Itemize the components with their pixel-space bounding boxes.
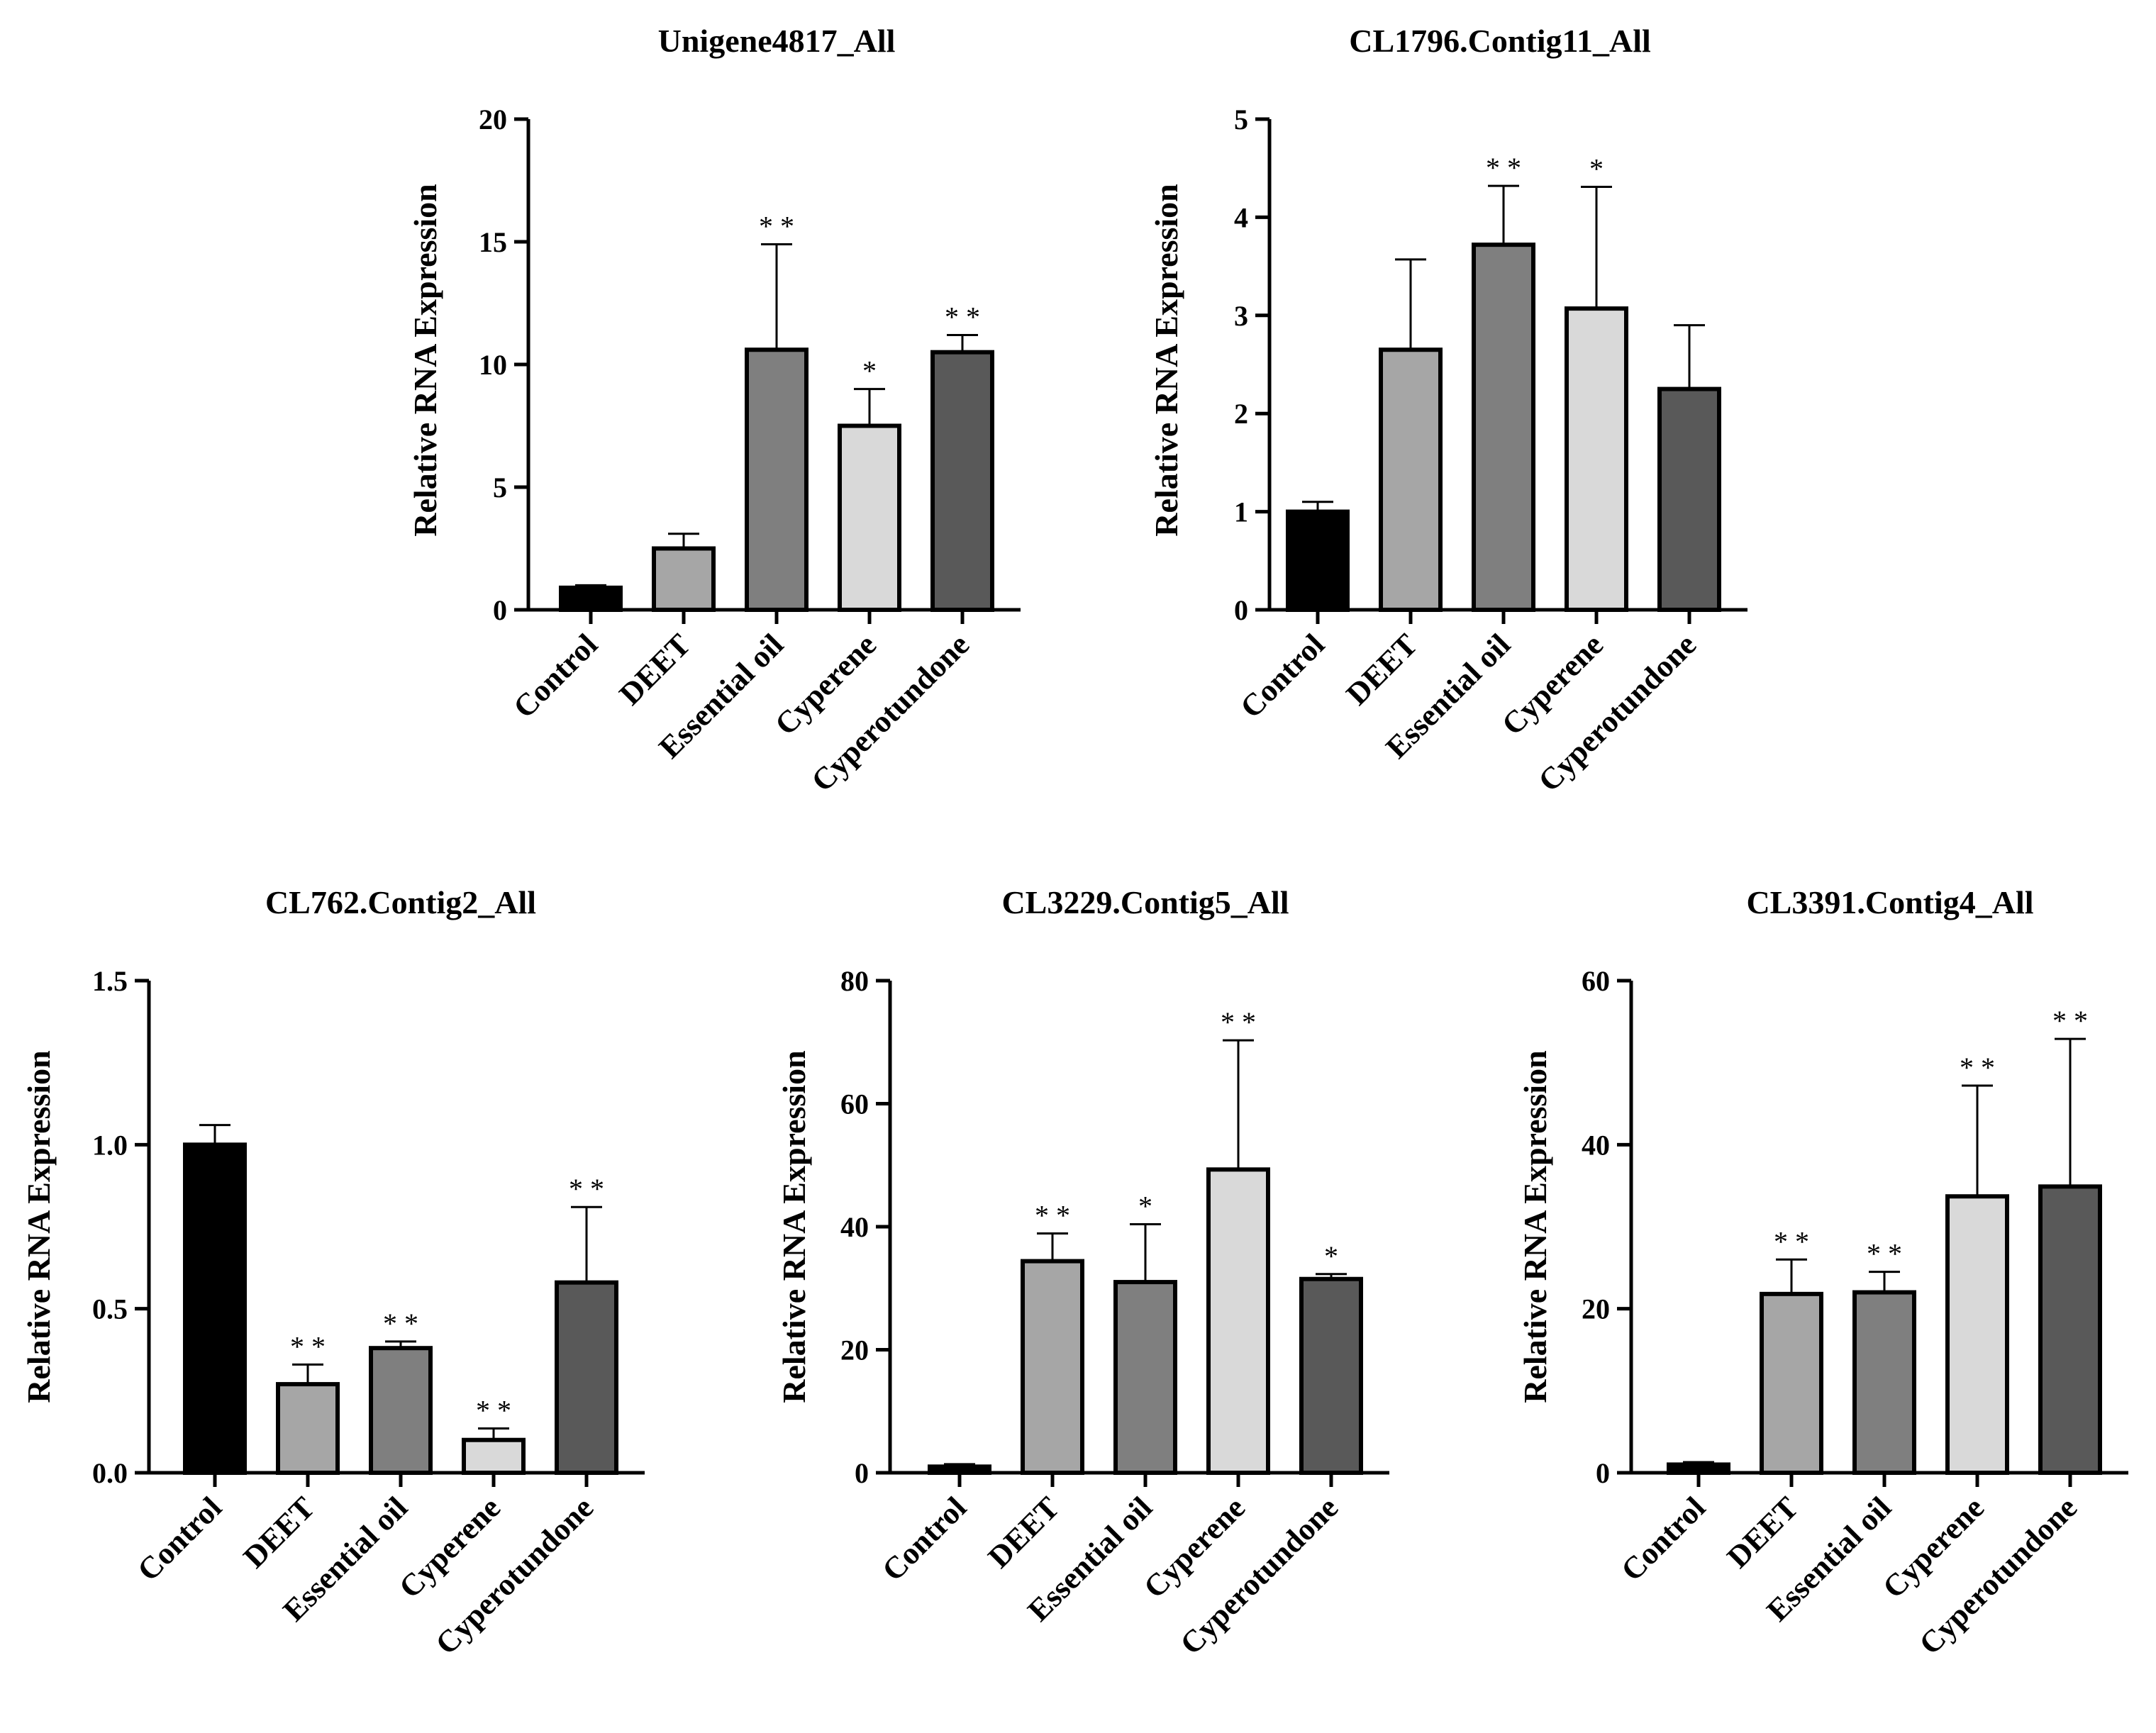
x-category-label: DEET bbox=[1340, 627, 1424, 711]
y-tick-label: 0.0 bbox=[92, 1457, 128, 1489]
y-tick-label: 80 bbox=[840, 965, 869, 997]
chart-panel-cl3391-contig4: CL3391.Contig4_All Relative RNA Expressi… bbox=[1517, 884, 2128, 1661]
bar-cyperotundone bbox=[555, 1280, 618, 1475]
y-tick-label: 2 bbox=[1234, 398, 1248, 430]
y-tick-label: 60 bbox=[840, 1088, 869, 1120]
y-tick-label: 0 bbox=[1596, 1457, 1610, 1489]
y-axis-label: Relative RNA Expression bbox=[776, 1050, 812, 1403]
y-tick-label: 15 bbox=[479, 226, 507, 258]
significance-marker: * * bbox=[1867, 1238, 1902, 1270]
bar-cyperotundone bbox=[1657, 386, 1721, 612]
y-tick-label: 0 bbox=[855, 1457, 869, 1489]
significance-marker: * * bbox=[759, 210, 794, 242]
x-category-label: Cyperotundone bbox=[805, 627, 977, 798]
significance-marker: * bbox=[862, 355, 877, 387]
significance-marker: * * bbox=[569, 1173, 604, 1205]
x-category-label: DEET bbox=[1721, 1490, 1805, 1574]
bar-control bbox=[1286, 509, 1350, 612]
bar-essential-oil bbox=[1113, 1280, 1177, 1475]
bar-essential-oil bbox=[745, 347, 808, 612]
bar-deet bbox=[1760, 1291, 1823, 1476]
y-tick-label: 5 bbox=[1234, 104, 1248, 135]
significance-marker: * * bbox=[1486, 152, 1521, 184]
bar-cyperene bbox=[462, 1437, 526, 1475]
chart-title: CL1796.Contig11_All bbox=[1349, 23, 1651, 59]
bar-deet bbox=[276, 1382, 340, 1475]
bar-essential-oil bbox=[369, 1346, 433, 1475]
y-axis-label: Relative RNA Expression bbox=[1517, 1050, 1553, 1403]
significance-marker: * * bbox=[1960, 1052, 1995, 1083]
y-tick-label: 1.5 bbox=[92, 965, 128, 997]
bar-deet bbox=[652, 546, 716, 612]
bar-deet bbox=[1021, 1259, 1084, 1475]
bar-cyperotundone bbox=[930, 350, 994, 612]
x-category-label: Cyperotundone bbox=[1913, 1490, 2084, 1661]
x-category-label: Cyperotundone bbox=[1174, 1490, 1345, 1661]
y-tick-label: 20 bbox=[1582, 1293, 1610, 1325]
chart-panel-cl762-contig2: CL762.Contig2_All Relative RNA Expressio… bbox=[21, 884, 645, 1661]
bar-essential-oil bbox=[1852, 1290, 1916, 1475]
bar-control bbox=[183, 1142, 247, 1476]
significance-marker: * bbox=[1324, 1240, 1338, 1272]
y-tick-label: 60 bbox=[1582, 965, 1610, 997]
bar-control bbox=[559, 585, 623, 612]
chart-panel-cl3229-contig5: CL3229.Contig5_All Relative RNA Expressi… bbox=[776, 884, 1389, 1661]
bar-control bbox=[1667, 1462, 1730, 1476]
significance-marker: * * bbox=[290, 1330, 326, 1362]
significance-marker: * bbox=[1138, 1191, 1152, 1222]
x-category-label: Cyperotundone bbox=[1532, 627, 1704, 798]
significance-marker: * * bbox=[383, 1308, 418, 1339]
x-category-label: Control bbox=[875, 1490, 973, 1588]
y-axis-label: Relative RNA Expression bbox=[21, 1050, 57, 1403]
y-tick-label: 40 bbox=[840, 1211, 869, 1243]
y-tick-label: 4 bbox=[1234, 201, 1248, 233]
chart-panel-cl1796-contig11: CL1796.Contig11_All Relative RNA Express… bbox=[1148, 23, 1747, 798]
bar-cyperene bbox=[838, 423, 901, 612]
chart-title: Unigene4817_All bbox=[658, 23, 896, 59]
y-axis-label: Relative RNA Expression bbox=[1148, 184, 1184, 537]
x-category-label: DEET bbox=[237, 1490, 321, 1574]
y-tick-label: 3 bbox=[1234, 300, 1248, 332]
y-tick-label: 20 bbox=[479, 104, 507, 135]
y-tick-label: 40 bbox=[1582, 1129, 1610, 1161]
x-category-label: Cyperotundone bbox=[429, 1490, 601, 1661]
x-category-label: DEET bbox=[982, 1490, 1066, 1574]
y-tick-label: 1 bbox=[1234, 496, 1248, 528]
chart-title: CL3229.Contig5_All bbox=[1001, 884, 1289, 920]
y-tick-label: 0 bbox=[1234, 594, 1248, 626]
bar-cyperene bbox=[1565, 306, 1628, 612]
chart-title: CL3391.Contig4_All bbox=[1746, 884, 2033, 920]
significance-marker: * * bbox=[476, 1395, 511, 1427]
bar-deet bbox=[1379, 347, 1443, 612]
bar-cyperene bbox=[1945, 1194, 2009, 1476]
chart-panel-unigene4817: Unigene4817_All Relative RNA Expression … bbox=[407, 23, 1021, 798]
x-category-label: DEET bbox=[613, 627, 697, 711]
y-tick-label: 1.0 bbox=[92, 1129, 128, 1161]
bar-cyperene bbox=[1206, 1167, 1270, 1475]
bar-control bbox=[928, 1464, 991, 1475]
significance-marker: * bbox=[1589, 152, 1604, 184]
y-tick-label: 0.5 bbox=[92, 1293, 128, 1325]
chart-title: CL762.Contig2_All bbox=[265, 884, 536, 920]
significance-marker: * * bbox=[1035, 1200, 1070, 1232]
x-category-label: Control bbox=[1614, 1490, 1712, 1588]
x-category-label: Control bbox=[1233, 627, 1331, 725]
x-category-label: Control bbox=[506, 627, 604, 725]
significance-marker: * * bbox=[1774, 1225, 1809, 1257]
y-tick-label: 5 bbox=[493, 472, 507, 503]
bar-cyperotundone bbox=[1299, 1276, 1363, 1476]
x-category-label: Control bbox=[130, 1490, 228, 1588]
y-tick-label: 10 bbox=[479, 349, 507, 381]
significance-marker: * * bbox=[1221, 1006, 1256, 1038]
bar-cyperotundone bbox=[2038, 1184, 2102, 1476]
y-tick-label: 20 bbox=[840, 1334, 869, 1366]
y-axis-label: Relative RNA Expression bbox=[407, 184, 443, 537]
significance-marker: * * bbox=[945, 301, 980, 333]
bar-essential-oil bbox=[1472, 243, 1535, 613]
significance-marker: * * bbox=[2052, 1005, 2088, 1037]
y-tick-label: 0 bbox=[493, 594, 507, 626]
